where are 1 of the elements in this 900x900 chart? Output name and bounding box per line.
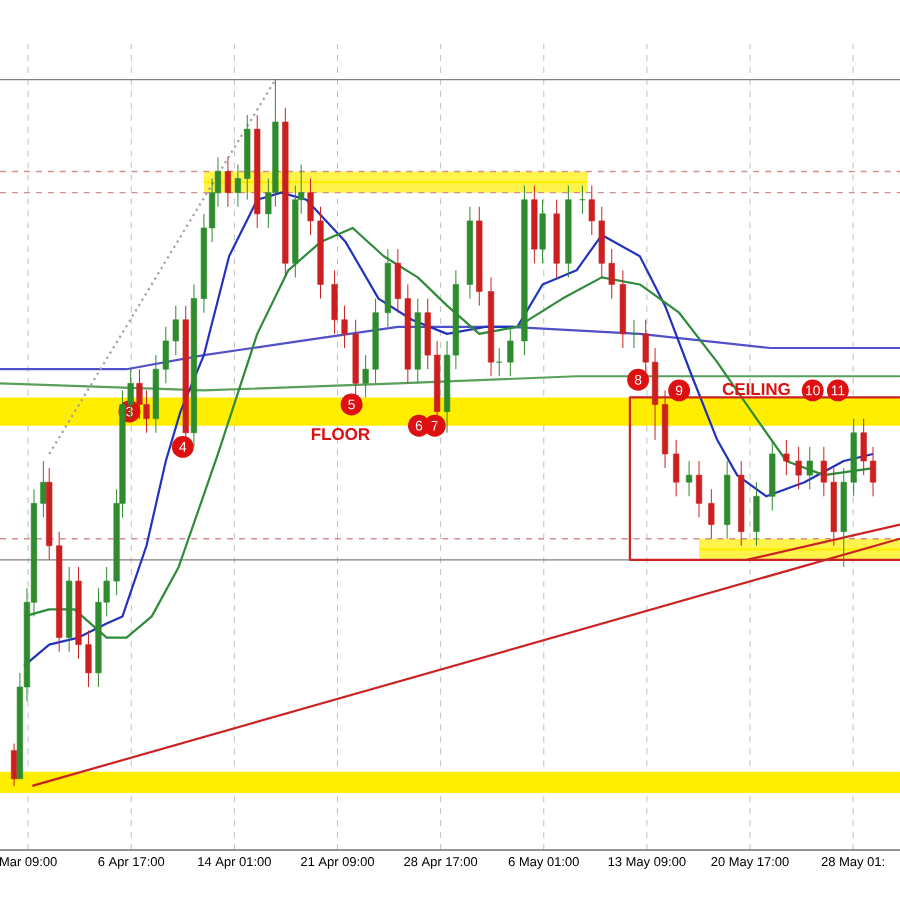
- annotation: FLOOR: [311, 428, 370, 441]
